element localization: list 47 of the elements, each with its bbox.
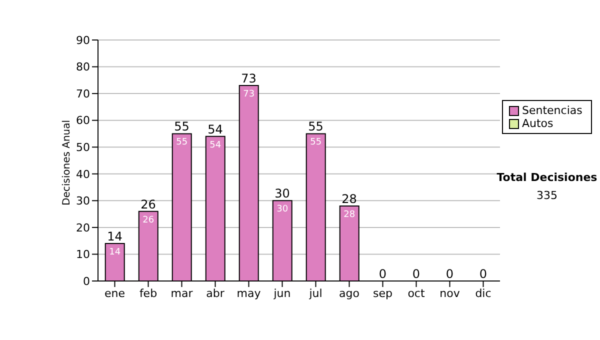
text: 335 — [536, 189, 558, 202]
total-label: 0 — [479, 267, 488, 281]
x-tick-label: feb — [139, 286, 158, 300]
y-axis-title: Decisiones Anual — [62, 120, 73, 206]
y-tick-label: 90 — [76, 34, 90, 47]
y-tick-label: 0 — [83, 274, 90, 288]
total-label: 30 — [274, 186, 290, 201]
total-label: 0 — [446, 267, 454, 281]
y-tick-label: 20 — [76, 221, 90, 234]
total-label: 54 — [208, 122, 223, 136]
y-tick-label: 50 — [76, 141, 90, 154]
total-label: 14 — [107, 230, 122, 244]
total-label: 26 — [140, 197, 156, 212]
y-tick-label: 80 — [76, 60, 90, 74]
x-tick-label: ago — [339, 286, 360, 300]
total-label: 55 — [308, 120, 324, 134]
y-tick-label: 70 — [76, 87, 90, 100]
legend-label: Autos — [522, 117, 554, 130]
total-label: 28 — [342, 192, 357, 206]
data-label: 73 — [243, 90, 255, 100]
legend-label: Sentencias — [522, 104, 582, 117]
total-label: 55 — [174, 120, 190, 134]
x-tick-label: jul — [308, 286, 322, 300]
x-tick-label: ene — [104, 286, 126, 300]
x-tick-label: nov — [440, 286, 460, 300]
x-tick-label: jun — [272, 286, 291, 300]
x-tick-label: abr — [206, 286, 225, 300]
x-tick-label: may — [236, 286, 262, 300]
data-label: 54 — [210, 140, 222, 150]
data-label: 30 — [276, 204, 288, 215]
y-tick-label: 30 — [76, 194, 90, 208]
y-tick-label: 10 — [76, 248, 90, 262]
x-tick-label: dic — [475, 286, 492, 300]
data-label: 26 — [142, 215, 154, 226]
total-label: 0 — [412, 267, 420, 281]
x-tick-label: sep — [373, 286, 393, 300]
x-tick-label: mar — [170, 286, 194, 300]
data-label: 55 — [176, 138, 188, 148]
total-label: 0 — [378, 267, 387, 281]
y-tick-label: 40 — [76, 168, 90, 181]
y-tick-label: 60 — [76, 114, 90, 128]
data-label: 55 — [310, 138, 322, 148]
data-label: 28 — [344, 210, 356, 220]
annotation: Total Decisiones — [496, 171, 598, 184]
x-tick-label: oct — [408, 286, 426, 300]
data-label: 14 — [109, 248, 121, 258]
total-label: 73 — [241, 72, 256, 86]
